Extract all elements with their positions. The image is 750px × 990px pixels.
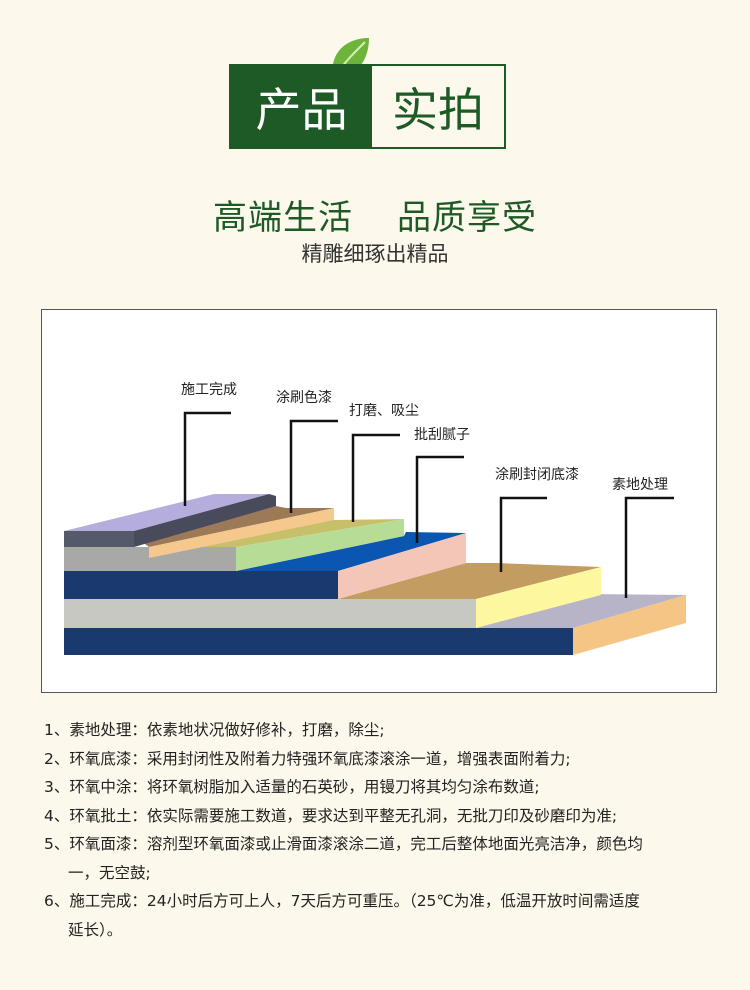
slogan-part2: 品质享受 <box>397 198 537 238</box>
label-sealer: 涂刷封闭底漆 <box>495 467 579 483</box>
label-sanding: 打磨、吸尘 <box>349 402 419 419</box>
header-left: 产品 <box>231 66 372 147</box>
layer-putty-side <box>338 533 466 599</box>
step-item-continued: 延长）。 <box>68 920 123 939</box>
label-base: 素地处理 <box>612 477 668 493</box>
label-putty: 批刮腻子 <box>414 427 470 443</box>
layer-finish-top <box>64 494 269 531</box>
callout-line <box>624 496 674 598</box>
step-item: 6、施工完成：24小时后方可上人，7天后方可重压。（25℃为准，低温开放时间需适… <box>44 892 640 910</box>
layer-putty-front <box>64 571 338 599</box>
layer-sealer-top <box>338 563 601 599</box>
step-item: 1、素地处理：依素地状况做好修补，打磨，除尘; <box>44 721 385 739</box>
step-item: 4、环氧批土：依实际需要施工数道，要求达到平整无孔洞，无批刀印及砂磨印为准; <box>44 806 618 825</box>
floor-layer-diagram: 施工完成 涂刷色漆 打磨、吸尘 批刮腻子 涂刷封闭底漆 素地处理 <box>41 309 717 693</box>
layer-sealer-side <box>476 567 601 628</box>
layer-finish-side <box>134 494 276 547</box>
layer-base-top <box>64 594 686 628</box>
step-item-continued: 一，无空鼓; <box>68 863 151 882</box>
label-finish: 施工完成 <box>181 382 237 398</box>
callout-line <box>183 411 231 506</box>
slogan-part1: 高端生活 <box>213 198 353 238</box>
header-right: 实拍 <box>372 66 504 147</box>
callout-line <box>351 433 400 522</box>
step-item: 5、环氧面漆：溶剂型环氧面漆或止滑面漆滚涂二道，完工后整体地面光亮洁净，颜色均 <box>44 835 643 853</box>
layer-base-front <box>64 628 573 655</box>
layer-color-side <box>149 508 334 558</box>
slogan: 高端生活 品质享受 <box>0 190 750 239</box>
layer-sanding-front <box>64 547 236 571</box>
label-color-coat: 涂刷色漆 <box>276 389 332 406</box>
callout-line <box>415 455 464 543</box>
process-steps: 1、素地处理：依素地状况做好修补，打磨，除尘; 2、环氧底漆：采用封闭性及附着力… <box>44 716 724 944</box>
callout-line <box>289 419 338 513</box>
callout-line <box>499 496 547 572</box>
section-header: 产品 实拍 <box>229 64 506 149</box>
layer-putty-top <box>236 532 466 571</box>
slogan-sub: 精雕细琢出精品 <box>301 242 449 266</box>
layer-finish-front <box>64 531 134 547</box>
layer-sealer-front <box>64 599 476 628</box>
step-item: 3、环氧中涂：将环氧树脂加入适量的石英砂，用镘刀将其均匀涂布数道; <box>44 778 540 796</box>
layer-base-side <box>573 595 686 655</box>
layer-color-top <box>134 506 334 547</box>
layer-sanding-side <box>236 519 404 571</box>
step-item: 2、环氧底漆：采用封闭性及附着力特强环氧底漆滚涂一道，增强表面附着力; <box>44 749 571 768</box>
